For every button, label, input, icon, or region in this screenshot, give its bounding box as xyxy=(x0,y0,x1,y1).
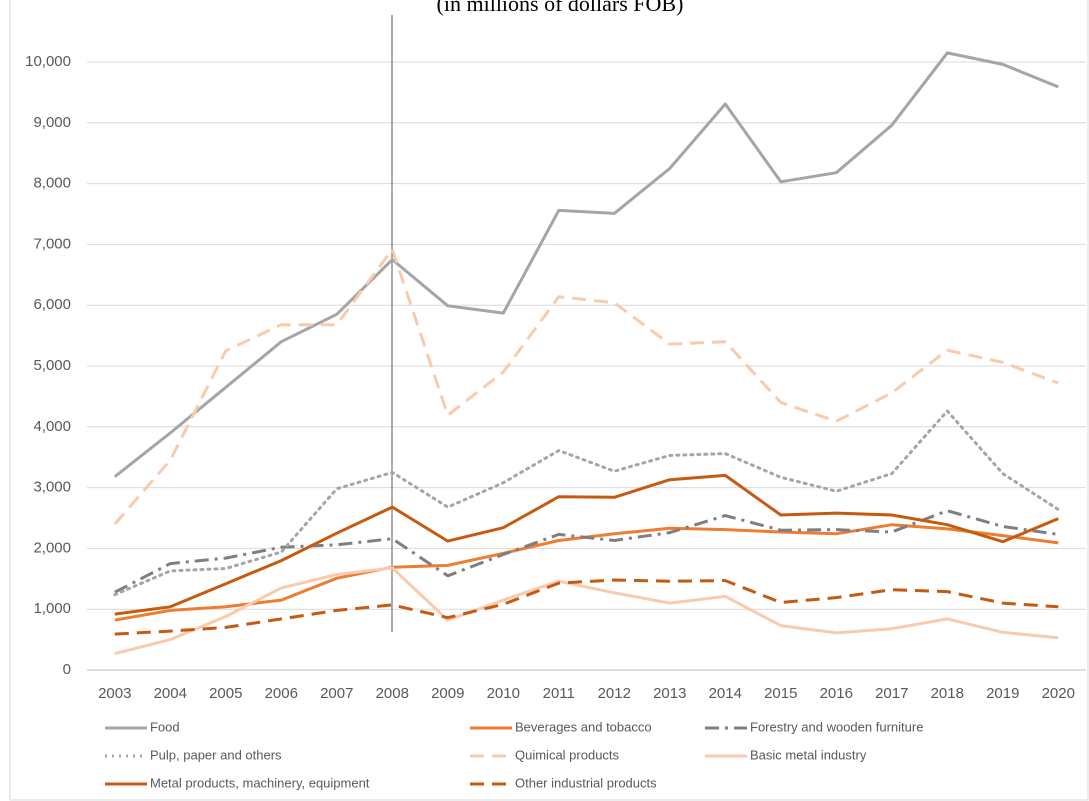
y-tick-label: 10,000 xyxy=(25,53,71,70)
y-tick-label: 2,000 xyxy=(33,539,71,556)
legend-label: Pulp, paper and others xyxy=(150,747,282,762)
y-tick-label: 3,000 xyxy=(33,479,71,496)
chart-subtitle: (in millions of dollars FOB) xyxy=(437,0,684,16)
chart-border xyxy=(9,0,1089,801)
series-line xyxy=(113,51,1059,478)
y-tick-label: 7,000 xyxy=(33,235,71,252)
x-tick-label: 2010 xyxy=(487,685,520,702)
y-tick-label: 6,000 xyxy=(33,296,71,313)
x-tick-label: 2014 xyxy=(709,685,742,702)
x-tick-label: 2016 xyxy=(820,685,853,702)
x-tick-label: 2008 xyxy=(376,685,409,702)
y-tick-label: 4,000 xyxy=(33,418,71,435)
x-tick-label: 2012 xyxy=(598,685,631,702)
series-line xyxy=(113,409,1060,597)
y-tick-label: 0 xyxy=(63,661,71,678)
y-tick-label: 1,000 xyxy=(33,600,71,617)
x-tick-label: 2003 xyxy=(98,685,131,702)
x-tick-label: 2004 xyxy=(154,685,187,702)
y-tick-label: 9,000 xyxy=(33,114,71,131)
x-tick-label: 2007 xyxy=(320,685,353,702)
x-tick-label: 2009 xyxy=(431,685,464,702)
x-tick-label: 2006 xyxy=(265,685,298,702)
x-tick-label: 2019 xyxy=(986,685,1019,702)
legend-label: Other industrial products xyxy=(515,775,657,790)
x-tick-label: 2018 xyxy=(931,685,964,702)
x-tick-label: 2005 xyxy=(209,685,242,702)
legend-label: Quimical products xyxy=(515,747,620,762)
legend-label: Food xyxy=(150,719,180,734)
x-tick-label: 2013 xyxy=(653,685,686,702)
x-tick-label: 2017 xyxy=(875,685,908,702)
series-line xyxy=(114,578,1059,636)
series-line xyxy=(114,566,1059,656)
x-tick-label: 2011 xyxy=(543,685,575,702)
legend-label: Basic metal industry xyxy=(750,747,867,762)
legend-label: Forestry and wooden furniture xyxy=(750,719,923,734)
series-line xyxy=(114,473,1059,616)
legend-label: Beverages and tobacco xyxy=(515,719,652,734)
x-tick-label: 2015 xyxy=(764,685,797,702)
series-line xyxy=(113,247,1059,526)
y-tick-label: 8,000 xyxy=(33,175,71,192)
x-tick-label: 2020 xyxy=(1042,685,1075,702)
series-line xyxy=(114,509,1059,594)
legend-label: Metal products, machinery, equipment xyxy=(150,775,370,790)
y-tick-label: 5,000 xyxy=(33,357,71,374)
